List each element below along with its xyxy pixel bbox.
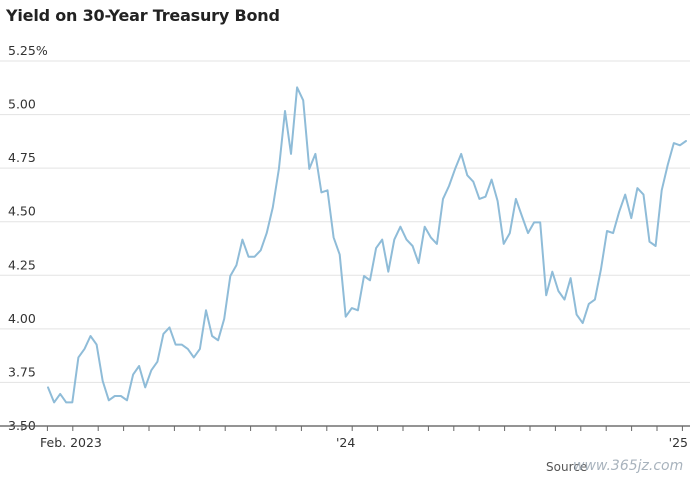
x-axis: Feb. 2023 '24 '25 — [0, 425, 690, 450]
y-tick-label: 3.75 — [8, 364, 36, 379]
y-tick-label: 4.25 — [8, 257, 36, 272]
source-label: Source — [546, 460, 588, 474]
x-tick-label: '24 — [336, 435, 355, 450]
watermark: www.365jz.com — [573, 458, 684, 474]
y-axis-ticks: 5.25%5.004.754.504.254.003.753.50 — [8, 43, 48, 433]
series-group — [47, 86, 687, 404]
grid-lines — [0, 60, 690, 383]
y-tick-label: 5.00 — [8, 97, 36, 112]
x-tick-label: Feb. 2023 — [40, 435, 102, 450]
y-tick-label: 5.25% — [8, 43, 48, 58]
x-tick-label: '25 — [669, 435, 688, 450]
series-line — [47, 86, 687, 404]
y-tick-label: 4.50 — [8, 204, 36, 219]
y-tick-label: 4.75 — [8, 150, 36, 165]
chart-title: Yield on 30-Year Treasury Bond — [6, 6, 280, 25]
y-tick-label: 4.00 — [8, 311, 36, 326]
